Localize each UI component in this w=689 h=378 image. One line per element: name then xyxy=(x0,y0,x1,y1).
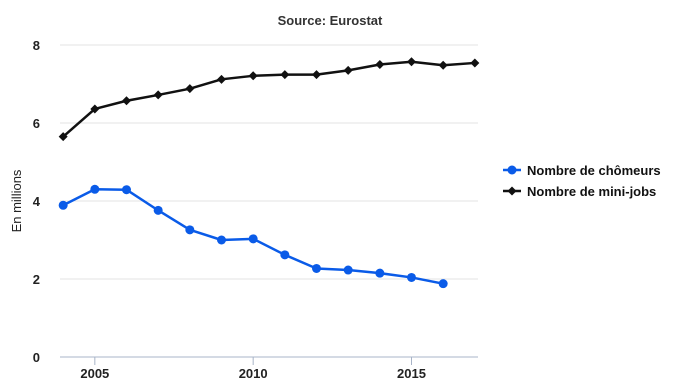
data-point xyxy=(470,58,480,68)
data-point xyxy=(90,104,100,114)
data-point xyxy=(185,84,195,94)
series-line xyxy=(62,60,475,138)
data-point xyxy=(153,205,163,215)
data-point xyxy=(438,279,448,289)
data-point xyxy=(122,96,131,106)
x-tick-label: 2005 xyxy=(80,366,109,378)
data-point xyxy=(407,272,416,282)
data-point xyxy=(280,250,290,260)
data-point xyxy=(122,185,131,195)
data-point xyxy=(312,70,321,80)
data-point xyxy=(185,225,195,235)
data-point xyxy=(407,57,416,67)
series-1 xyxy=(58,184,448,289)
data-point xyxy=(343,265,353,275)
y-axis-label: En millions xyxy=(9,169,24,232)
data-point xyxy=(312,263,321,273)
legend-marker xyxy=(507,186,517,196)
data-point xyxy=(375,60,385,69)
legend-marker xyxy=(507,165,517,175)
axes: 0 2 4 6 8 2005 2010 2015 xyxy=(33,38,478,378)
legend-label: Nombre de mini-jobs xyxy=(527,184,656,199)
y-tick-label: 4 xyxy=(33,194,41,209)
x-tick-label: 2015 xyxy=(397,366,426,378)
legend-item[interactable]: Nombre de mini-jobs xyxy=(503,184,656,199)
y-tick-label: 2 xyxy=(33,272,40,287)
legend-item[interactable]: Nombre de chômeurs xyxy=(503,163,661,178)
data-point xyxy=(58,132,68,142)
data-point xyxy=(217,74,226,84)
data-point xyxy=(58,200,68,210)
y-tick-label: 6 xyxy=(33,116,40,131)
data-point xyxy=(280,70,290,80)
x-tick-label: 2010 xyxy=(239,366,268,378)
y-tick-label: 0 xyxy=(33,350,40,365)
data-point xyxy=(375,268,385,278)
series-lines xyxy=(58,57,480,289)
data-point xyxy=(90,184,100,194)
data-point xyxy=(217,235,226,245)
legend: Nombre de chômeurs Nombre de mini-jobs xyxy=(503,163,661,199)
data-point xyxy=(248,71,258,81)
data-point xyxy=(438,60,448,70)
legend-label: Nombre de chômeurs xyxy=(527,163,661,178)
series-2 xyxy=(58,57,480,142)
gridlines xyxy=(60,44,478,280)
y-tick-label: 8 xyxy=(33,38,40,53)
data-point xyxy=(153,90,163,100)
data-point xyxy=(343,65,353,75)
chart-subtitle: Source: Eurostat xyxy=(278,13,383,28)
data-point xyxy=(248,234,258,244)
